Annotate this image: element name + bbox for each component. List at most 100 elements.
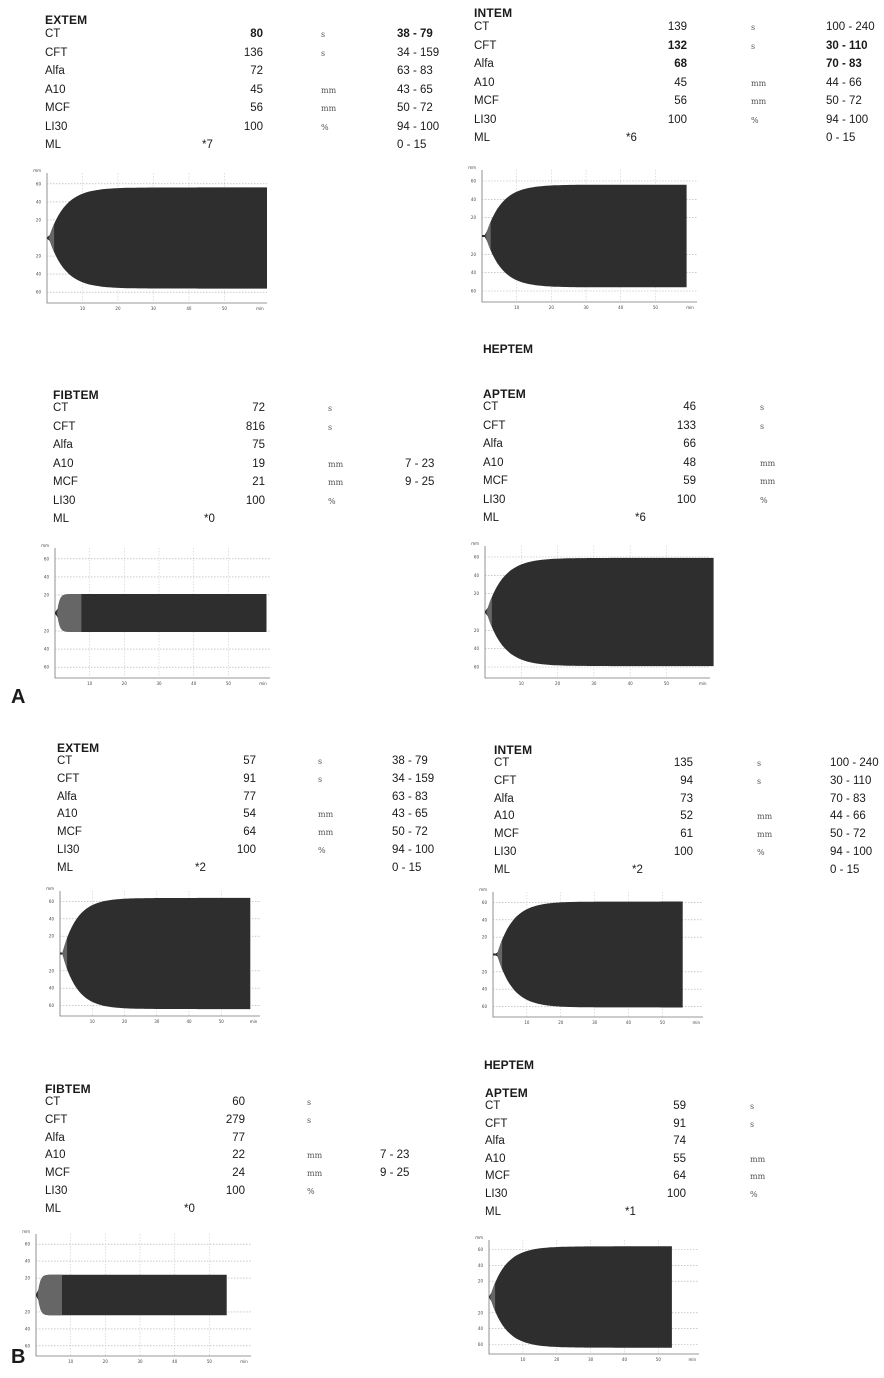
param-label: LI30	[45, 120, 68, 133]
param-unit: s	[757, 759, 762, 768]
x-tick-label: 20	[103, 1359, 109, 1364]
param-value: 56	[674, 95, 687, 107]
y-tick-label: 40	[44, 574, 50, 579]
x-tick-label: 50	[226, 681, 232, 686]
param-reference-range: 100 - 240	[826, 21, 875, 33]
param-label: ML	[485, 1205, 501, 1218]
param-value: 100	[225, 1185, 245, 1197]
param-row-cft: CFT 132 s 30 - 110	[474, 38, 884, 55]
x-tick-label: 30	[137, 1359, 143, 1364]
param-row-a10: A10 22 mm 7 - 23	[45, 1147, 465, 1164]
param-reference-range: 63 - 83	[392, 790, 428, 803]
param-row-li30: LI30 100% 94 - 100	[474, 112, 884, 129]
temogram-chart: mm 60 40 20 20 40 60 10 20 30 40 50 min	[46, 886, 260, 1024]
x-tick-label: 20	[122, 681, 128, 686]
y-tick-label: 60	[49, 1003, 55, 1008]
temogram-chart: mm 60 40 20 20 40 60 10 20 30 40 50 min	[475, 1235, 699, 1362]
y-tick-label: mm	[33, 168, 41, 173]
y-tick-label: mm	[475, 1235, 483, 1240]
param-unit: mm	[751, 97, 767, 106]
param-row-ct: CT 80 s 38 - 79	[45, 26, 465, 43]
y-tick-label: 60	[25, 1343, 31, 1348]
param-reference-range: 38 - 79	[392, 755, 428, 767]
y-tick-label: 60	[36, 181, 42, 186]
param-reference-range: 34 - 159	[397, 46, 440, 59]
x-tick-label: 50	[219, 1019, 225, 1024]
y-tick-label: 60	[478, 1342, 484, 1347]
axis-lines	[54, 548, 270, 679]
param-unit: mm	[328, 478, 344, 487]
param-label: ML	[45, 139, 61, 151]
param-label: A10	[45, 83, 66, 96]
param-row-li30: LI30 100%	[483, 492, 884, 509]
param-reference-range: 38 - 79	[397, 28, 433, 40]
param-row-ml: ML *1	[485, 1204, 884, 1221]
y-tick-label: 60	[471, 179, 477, 184]
y-tick-label: mm	[479, 887, 487, 892]
param-row-cft: CFT 816 s	[53, 419, 473, 436]
axis-lines	[46, 173, 267, 304]
param-unit: %	[757, 848, 765, 857]
trace-envelope	[489, 1246, 672, 1348]
param-value: 72	[250, 65, 263, 77]
param-row-ml: ML *6	[483, 510, 884, 527]
y-tick-label: 20	[471, 215, 477, 220]
x-tick-label: min	[688, 1357, 696, 1362]
param-label: Alfa	[494, 792, 514, 805]
param-unit: mm	[760, 477, 776, 486]
y-tick-label: 40	[478, 1326, 484, 1331]
param-label: CFT	[57, 772, 80, 785]
param-reference-range: 70 - 83	[826, 58, 862, 70]
param-row-alfa: Alfa 74	[485, 1133, 884, 1150]
param-reference-range: 0 - 15	[830, 863, 860, 876]
y-tick-label: 20	[44, 629, 50, 634]
axis-lines	[35, 1234, 251, 1357]
trace-envelope	[482, 184, 687, 288]
x-tick-label: 40	[191, 681, 197, 686]
param-label: A10	[483, 456, 504, 469]
param-reference-range: 9 - 25	[405, 476, 435, 488]
trace-clot-formation-segment	[497, 939, 503, 970]
trace-envelope	[493, 901, 683, 1008]
param-value: 133	[676, 419, 696, 432]
param-value: *6	[626, 132, 637, 144]
param-row-ct: CT 139 s 100 - 240	[474, 19, 884, 36]
trace-clot-formation-segment	[490, 1282, 496, 1312]
param-value: 59	[673, 1100, 686, 1112]
param-reference-range: 9 - 25	[380, 1167, 410, 1180]
y-tick-label: 40	[478, 1263, 484, 1268]
param-row-alfa: Alfa 72 63 - 83	[45, 63, 465, 80]
x-tick-label: 50	[660, 1020, 666, 1025]
param-row-alfa: Alfa 77	[45, 1130, 465, 1147]
y-tick-label: 60	[474, 555, 480, 560]
temogram-chart: mm 60 40 20 20 40 60 10 20 30 40 50 min	[22, 1229, 251, 1364]
param-row-ct: CT 60 s	[45, 1094, 465, 1111]
y-tick-label: 20	[474, 628, 480, 633]
x-tick-label: 20	[558, 1020, 564, 1025]
y-tick-label: mm	[468, 165, 476, 170]
x-tick-label: 40	[186, 1019, 192, 1024]
param-label: MCF	[494, 828, 519, 841]
param-value: 64	[243, 826, 256, 839]
param-row-li30: LI30 100%	[53, 493, 473, 510]
param-label: Alfa	[485, 1135, 505, 1148]
param-value: 59	[683, 475, 696, 487]
trace-envelope	[485, 557, 714, 667]
param-row-ct: CT 59 s	[485, 1098, 884, 1115]
y-tick-label: 60	[482, 900, 488, 905]
param-row-a10: A10 55 mm	[485, 1151, 884, 1168]
y-tick-label: 60	[474, 665, 480, 670]
param-row-li30: LI30 100%	[45, 1183, 465, 1200]
param-value: *7	[202, 139, 213, 151]
param-label: CT	[57, 755, 73, 767]
param-label: CT	[45, 28, 61, 40]
param-reference-range: 44 - 66	[826, 76, 862, 89]
param-value: 100	[673, 846, 693, 858]
axis-lines	[492, 892, 703, 1018]
param-label: MCF	[53, 476, 78, 488]
param-row-mcf: MCF 56 mm 50 - 72	[474, 93, 884, 110]
x-tick-label: 30	[154, 1019, 160, 1024]
param-reference-range: 94 - 100	[826, 113, 869, 126]
param-label: MCF	[485, 1170, 510, 1183]
param-value: 54	[243, 808, 256, 821]
